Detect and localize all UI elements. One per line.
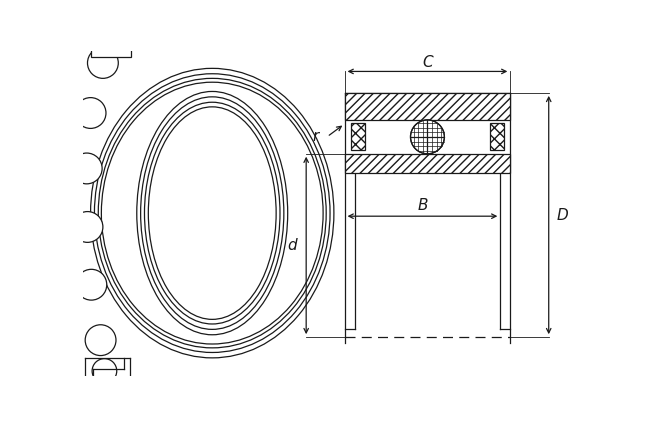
Circle shape xyxy=(72,211,103,242)
Bar xyxy=(351,123,365,150)
Circle shape xyxy=(88,48,118,78)
Circle shape xyxy=(411,120,445,154)
Text: C: C xyxy=(422,55,433,70)
Text: r: r xyxy=(312,130,318,144)
Text: d: d xyxy=(287,238,297,253)
Circle shape xyxy=(92,359,117,383)
Bar xyxy=(490,123,504,150)
Circle shape xyxy=(72,153,102,184)
Circle shape xyxy=(85,325,116,356)
Text: B: B xyxy=(417,198,428,213)
Text: D: D xyxy=(556,208,569,222)
Circle shape xyxy=(76,269,107,300)
Bar xyxy=(90,44,131,57)
Circle shape xyxy=(75,97,106,128)
Bar xyxy=(344,93,510,120)
Ellipse shape xyxy=(151,111,273,316)
Bar xyxy=(344,154,510,173)
